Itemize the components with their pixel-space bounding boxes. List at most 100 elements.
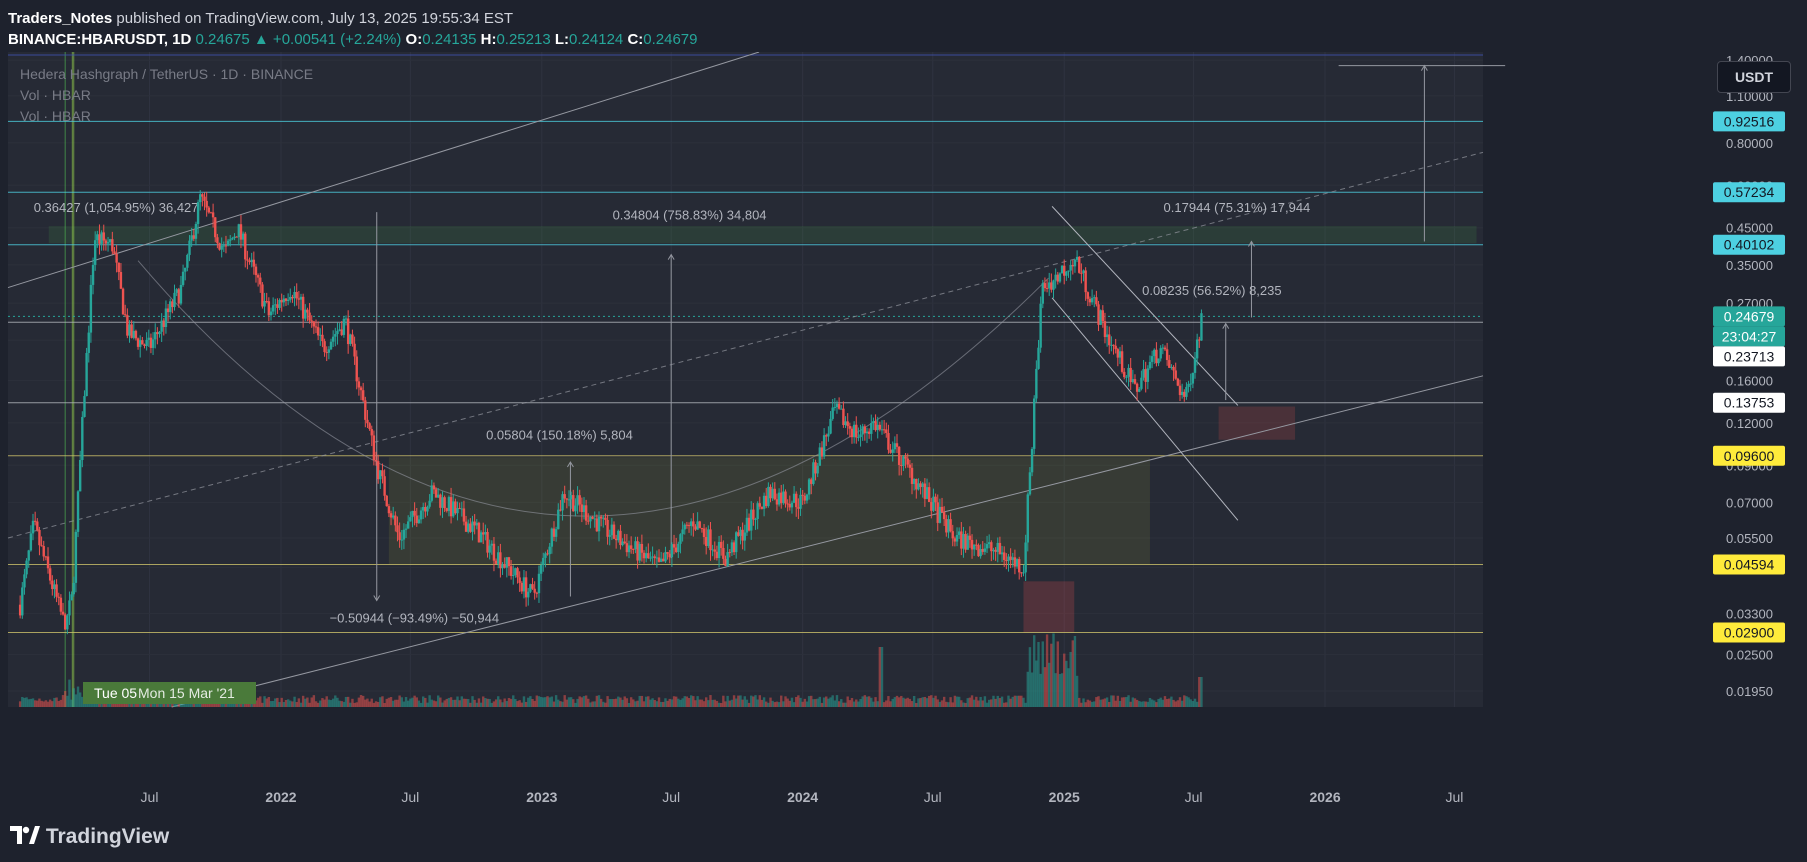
price-label-bg[interactable] (1713, 554, 1785, 575)
volume-bar (66, 695, 69, 707)
candle-body (66, 615, 69, 630)
candle-body (1178, 385, 1182, 396)
candle-body (361, 390, 365, 401)
volume-bar (263, 696, 266, 707)
volume-bar (1159, 697, 1162, 707)
candle-body (953, 538, 957, 542)
candle-body (63, 614, 67, 630)
time-axis[interactable] (0, 707, 1483, 814)
price-chart[interactable]: 1.400001.100000.800000.600000.450000.350… (0, 52, 1807, 814)
candle-body (623, 541, 626, 544)
candle-body (293, 292, 296, 299)
volume-bar (855, 699, 858, 707)
demand-zone-1 (1023, 581, 1075, 633)
price-label: 0.04594 (1724, 557, 1775, 573)
candle-body (207, 207, 211, 213)
tradingview-logo[interactable]: TradingView (10, 825, 169, 849)
volume-bar (406, 700, 410, 707)
candle-body (417, 519, 421, 524)
candle-body (1191, 372, 1195, 384)
volume-bar (1183, 695, 1186, 707)
candle-body (106, 242, 110, 244)
price-label-bg[interactable] (1713, 234, 1785, 255)
price-label-bg[interactable] (1713, 622, 1785, 643)
price-axis-tick: 0.12000 (1726, 416, 1773, 431)
price-label-bg[interactable] (1713, 306, 1785, 327)
candle-body (805, 494, 809, 501)
price-axis-tick: 0.05500 (1726, 531, 1773, 546)
legend-symbol[interactable]: Hedera Hashgraph / TetherUS · 1D · BINAN… (20, 66, 314, 82)
price-label-bg[interactable] (1713, 182, 1785, 203)
volume-bar (932, 697, 935, 707)
candle-body (784, 491, 787, 504)
volume-bar (81, 696, 84, 707)
volume-bar (1155, 702, 1158, 707)
candle-body (852, 424, 856, 438)
volume-bar (1163, 696, 1167, 707)
volume-bar (816, 698, 819, 707)
legend-volume-2[interactable]: Vol · HBAR (20, 108, 91, 124)
price-label-bg[interactable] (1713, 445, 1785, 466)
candle-body (301, 296, 305, 319)
candle-body (329, 341, 333, 350)
candle-body (1193, 358, 1197, 373)
volume-bar (1195, 701, 1199, 707)
candle-body (179, 284, 183, 304)
candle-body (880, 429, 884, 431)
volume-bar (1039, 673, 1042, 707)
currency-button[interactable]: USDT (1717, 61, 1791, 93)
trend-line-support[interactable] (171, 375, 1484, 708)
candle-body (870, 423, 873, 434)
candle-body (351, 334, 354, 344)
candle-body (482, 532, 485, 535)
price-label-bg[interactable] (1713, 111, 1785, 132)
trend-line-dashed[interactable] (7, 151, 1484, 539)
candle-body (370, 429, 373, 436)
price-label: 0.92516 (1724, 113, 1775, 129)
candle-body (644, 553, 648, 559)
legend-volume-1[interactable]: Vol · HBAR (20, 87, 91, 103)
price-label-bg[interactable] (1713, 392, 1785, 413)
candle-body (842, 408, 845, 426)
candle-body (985, 544, 989, 549)
candle-body (582, 505, 586, 513)
volume-bar (672, 696, 676, 707)
price-axis[interactable] (1483, 52, 1807, 814)
candle-body (990, 542, 993, 552)
volume-bar (700, 699, 704, 707)
author-name[interactable]: Traders_Notes (8, 10, 113, 27)
candle-body (141, 340, 144, 345)
candle-body (1058, 273, 1062, 282)
volume-bar (1035, 660, 1038, 707)
candle-body (1150, 356, 1154, 362)
candle-body (492, 543, 496, 561)
candle-body (895, 443, 899, 447)
candle-body (1030, 448, 1034, 473)
candle-body (143, 344, 146, 346)
volume-bar (314, 701, 318, 707)
volume-bar (743, 696, 746, 707)
candle-body (758, 503, 761, 507)
candle-body (754, 518, 757, 520)
volume-bar (312, 695, 316, 707)
channel-lower[interactable] (1051, 297, 1239, 521)
trend-line-upper[interactable] (7, 52, 760, 289)
price-label-bg[interactable] (1713, 326, 1785, 347)
chart-pane[interactable] (8, 52, 1483, 707)
candle-body (801, 494, 804, 496)
rounding-arc[interactable] (137, 260, 1049, 517)
symbol[interactable]: BINANCE:HBARUSDT, 1D (8, 31, 192, 48)
volume-bar (655, 701, 659, 707)
volume-bar (162, 702, 165, 707)
candle-body (1123, 371, 1126, 378)
volume-bar (968, 697, 972, 707)
volume-bar (432, 700, 436, 707)
candle-body (662, 558, 665, 562)
volume-bar (467, 699, 470, 707)
channel-upper[interactable] (1051, 206, 1239, 406)
volume-bar (1063, 653, 1066, 707)
candle-body (962, 533, 965, 549)
price-axis-tick: 0.35000 (1726, 258, 1773, 273)
volume-bar (1140, 701, 1143, 707)
price-label-bg[interactable] (1713, 346, 1785, 367)
